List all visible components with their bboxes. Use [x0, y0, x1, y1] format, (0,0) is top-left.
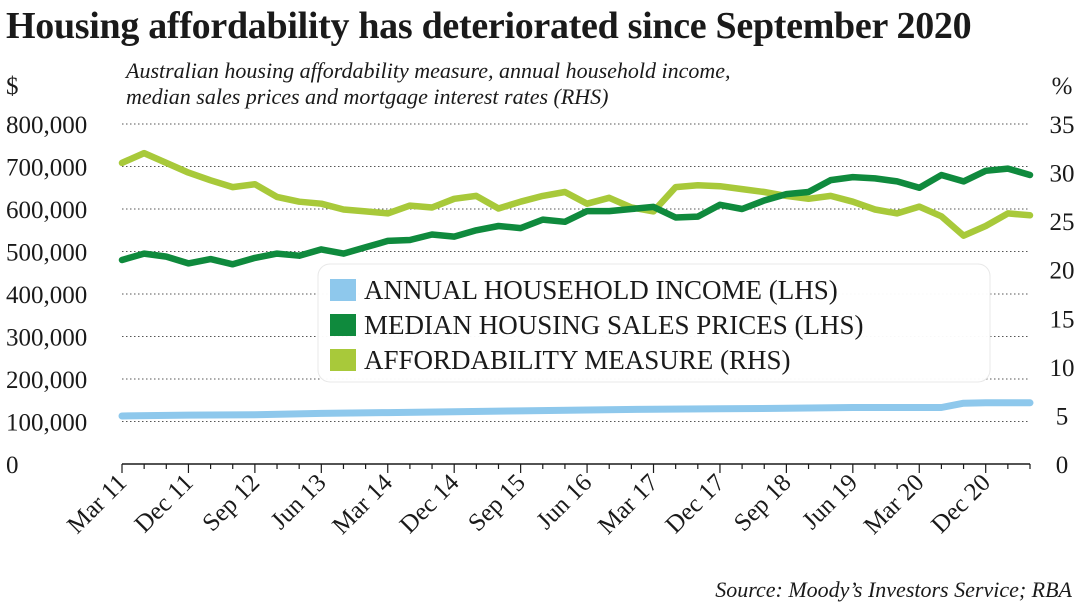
y-left-tick-label: 0 [6, 452, 19, 479]
legend-swatch [330, 314, 356, 336]
y-left-unit-label: $ [6, 73, 19, 100]
y-left-tick-label: 400,000 [6, 282, 87, 309]
x-tick-label: Sep 12 [197, 469, 265, 537]
legend-label: AFFORDABILITY MEASURE (RHS) [364, 345, 791, 375]
y-right-tick-label: 30 [1050, 161, 1075, 188]
y-left-tick-label: 300,000 [6, 325, 87, 352]
y-right-tick-label: 15 [1050, 306, 1075, 333]
series-line-prices [118, 165, 1034, 268]
x-tick-label: Jun 16 [532, 469, 598, 535]
x-tick-label: Dec 20 [926, 469, 996, 539]
y-right-tick-label: 0 [1056, 452, 1069, 479]
x-tick-label: Mar 20 [859, 469, 930, 540]
legend-swatch [330, 349, 356, 371]
x-tick-label: Sep 18 [729, 469, 797, 537]
x-tick-label: Sep 15 [463, 469, 531, 537]
x-tick-label: Dec 17 [661, 469, 731, 539]
y-right-tick-label: 20 [1050, 258, 1075, 285]
y-right-tick-label: 5 [1056, 403, 1069, 430]
series-line-affordability [118, 149, 1034, 239]
y-left-tick-label: 200,000 [6, 367, 87, 394]
y-left-tick-label: 800,000 [6, 112, 87, 139]
y-left-tick-label: 100,000 [6, 410, 87, 437]
x-tick-label: Mar 14 [327, 469, 398, 540]
legend-box [317, 263, 991, 383]
y-left-tick-label: 500,000 [6, 240, 87, 267]
chart-subtitle-line-2: median sales prices and mortgage interes… [126, 84, 609, 109]
y-right-tick-label: 10 [1050, 355, 1075, 382]
x-tick-label: Jun 19 [797, 469, 863, 535]
chart-subtitle-line-1: Australian housing affordability measure… [126, 58, 731, 83]
legend-swatch [330, 279, 356, 301]
x-tick-label: Dec 14 [395, 469, 465, 539]
x-tick-label: Jun 13 [266, 469, 332, 535]
legend-label: MEDIAN HOUSING SALES PRICES (LHS) [364, 310, 864, 340]
y-left-tick-label: 600,000 [6, 197, 87, 224]
series-lines [118, 149, 1034, 420]
x-tick-label: Mar 17 [593, 469, 664, 540]
y-left-tick-label: 700,000 [6, 155, 87, 182]
legend: ANNUAL HOUSEHOLD INCOME (LHS) MEDIAN HOUS… [317, 263, 991, 383]
x-tick-label: Dec 11 [130, 469, 199, 538]
y-right-tick-label: 35 [1050, 112, 1075, 139]
y-right-tick-label: 25 [1050, 209, 1075, 236]
x-tick-label: Mar 11 [62, 469, 132, 539]
y-right-unit-label: % [1052, 73, 1073, 100]
series-line-income [118, 399, 1034, 420]
source-note: Source: Moody’s Investors Service; RBA [715, 577, 1072, 602]
legend-label: ANNUAL HOUSEHOLD INCOME (LHS) [364, 275, 838, 305]
chart-title: Housing affordability has deteriorated s… [6, 5, 972, 47]
